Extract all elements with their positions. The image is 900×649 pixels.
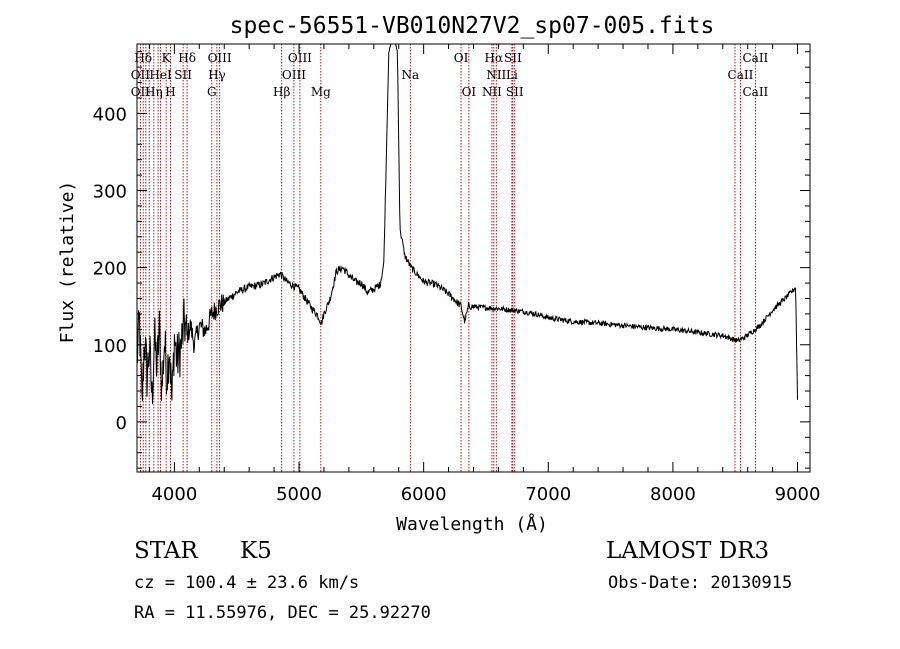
x-tick-label: 9000: [775, 484, 821, 505]
reference-lines: [139, 44, 756, 472]
line-label: SII: [504, 51, 522, 65]
coordinates-readout: RA = 11.55976, DEC = 25.92270: [134, 603, 431, 623]
line-label: OIII: [208, 51, 232, 65]
y-tick-label: 300: [93, 182, 127, 203]
line-label: OII: [131, 68, 151, 82]
line-label: CaII: [742, 85, 768, 99]
line-label: Hδ: [178, 51, 196, 65]
class-label: STAR: [134, 538, 198, 564]
axis-ticks: 4000 5000 6000 7000 8000 9000 0 100 200 300 400: [93, 44, 821, 505]
line-label: SII: [174, 68, 192, 82]
x-tick-label: 6000: [401, 484, 447, 505]
y-tick-label: 200: [93, 259, 127, 280]
line-label: H: [165, 85, 175, 99]
y-tick-label: 100: [93, 336, 127, 357]
line-label: CaII: [728, 68, 754, 82]
line-label: OI: [454, 51, 469, 65]
x-tick-label: 7000: [525, 484, 571, 505]
line-label: Li: [506, 68, 518, 82]
line-label: Hη: [145, 85, 163, 99]
line-label: SII: [506, 85, 524, 99]
line-label: K: [162, 51, 172, 65]
x-tick-label: 5000: [276, 484, 322, 505]
plot-frame: [136, 43, 811, 473]
line-label: Hβ: [273, 85, 290, 99]
line-label: Na: [401, 68, 419, 82]
line-label: Mg: [311, 85, 331, 99]
x-tick-label: 8000: [650, 484, 696, 505]
redshift-readout: cz = 100.4 ± 23.6 km/s: [134, 573, 360, 593]
line-label: G: [207, 85, 217, 99]
line-label: NII: [486, 68, 506, 82]
subclass-label: K5: [240, 538, 272, 564]
line-label: Hγ: [208, 68, 226, 82]
line-label: Hδ: [134, 51, 152, 65]
y-tick-label: 0: [116, 413, 127, 434]
chart-title: spec-56551-VB010N27V2_sp07-005.fits: [230, 13, 715, 39]
line-label: OIII: [282, 68, 306, 82]
line-label: CaII: [742, 51, 768, 65]
line-label: OII: [131, 85, 151, 99]
line-label: Hα: [485, 51, 504, 65]
line-label: NII: [482, 85, 502, 99]
x-axis-label: Wavelength (Å): [396, 513, 548, 535]
spectrum-line: [136, 43, 798, 405]
x-tick-label: 4000: [151, 484, 197, 505]
line-label: OIII: [288, 51, 312, 65]
survey-label: LAMOST DR3: [606, 538, 770, 564]
obs-date-readout: Obs-Date: 20130915: [608, 573, 793, 593]
y-axis-label: Flux (relative): [57, 181, 78, 344]
line-label: OI: [462, 85, 477, 99]
line-label: HeI: [149, 68, 172, 82]
y-tick-label: 400: [93, 104, 127, 125]
